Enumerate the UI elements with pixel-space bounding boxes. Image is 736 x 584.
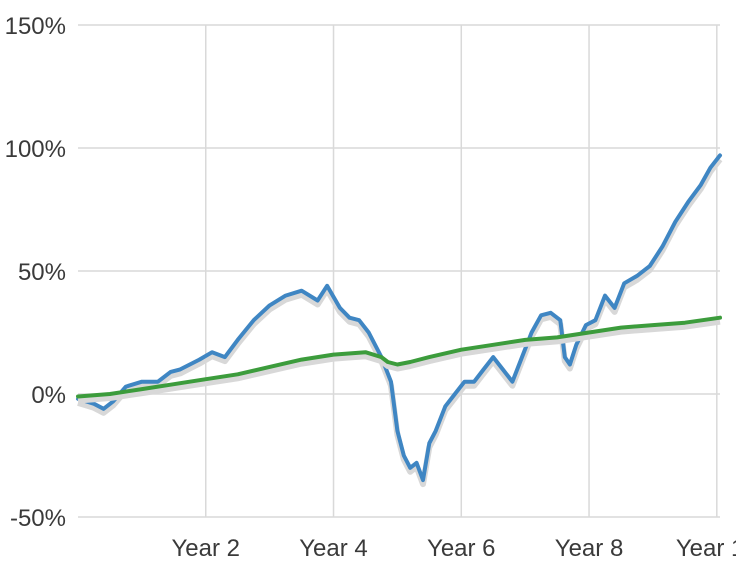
y-tick-label: 50% [18, 259, 66, 286]
y-tick-label: 150% [5, 13, 66, 40]
series-layer [76, 153, 723, 488]
series-1-line [76, 153, 722, 483]
x-tick-label: Year 8 [555, 535, 624, 562]
x-axis-labels: Year 2 Year 4 Year 6 Year 8 Year 10 [172, 535, 736, 562]
y-tick-label: -50% [10, 505, 66, 532]
grid-layer [78, 24, 720, 518]
series-2-line [76, 315, 722, 399]
series-2-shadow [77, 318, 721, 404]
x-tick-label: Year 4 [299, 535, 368, 562]
y-axis-labels: -50% 0% 50% 100% 150% [5, 13, 66, 532]
y-tick-label: 0% [31, 382, 66, 409]
x-tick-label: Year 2 [172, 535, 241, 562]
x-tick-label: Year 10 [676, 535, 736, 562]
x-tick-label: Year 6 [427, 535, 496, 562]
y-tick-label: 100% [5, 136, 66, 163]
